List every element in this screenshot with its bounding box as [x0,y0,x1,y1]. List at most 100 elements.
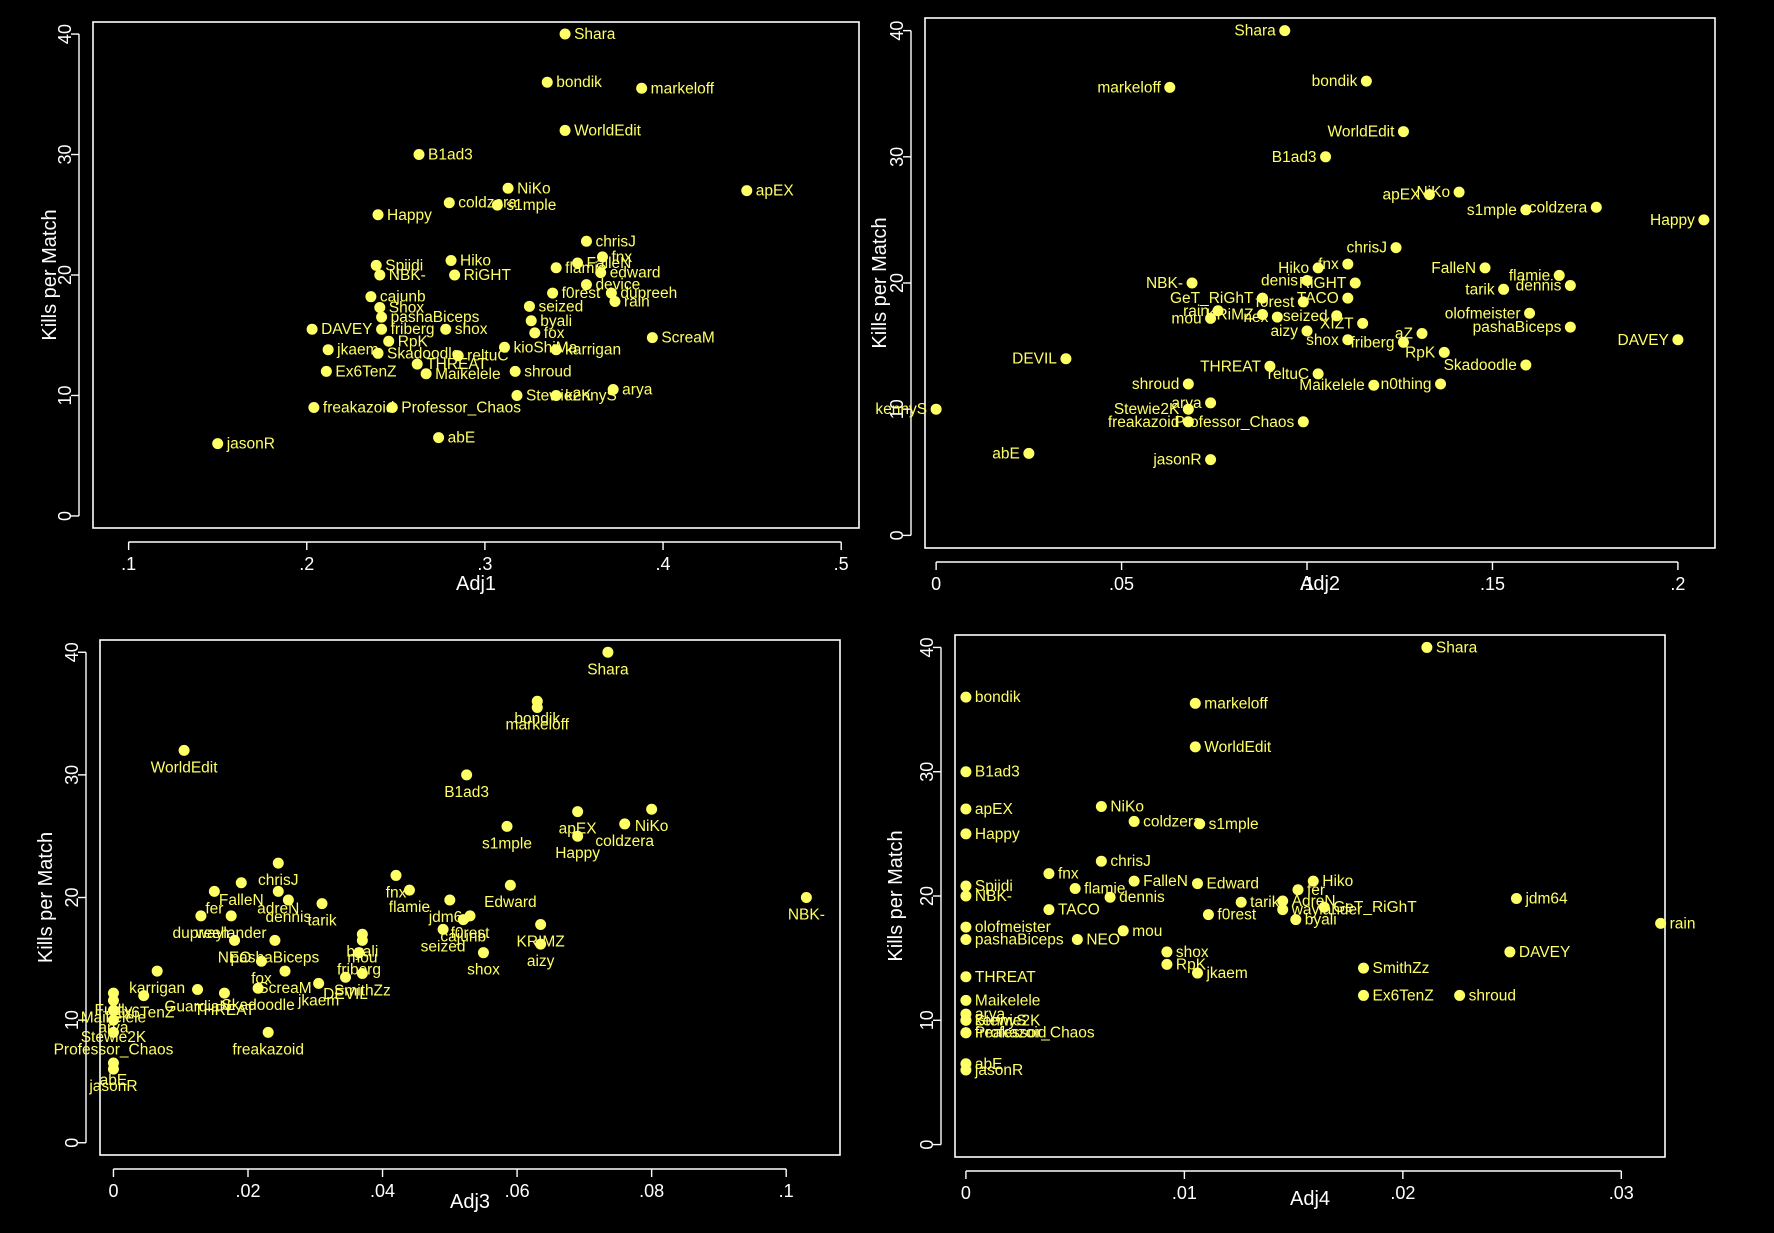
point-label: THREAT [194,1002,255,1019]
point-label: chrisJ [595,233,635,250]
y-tick-label: 0 [62,1138,82,1148]
point-label: DAVEY [1618,332,1669,349]
scatter-point [1279,25,1291,37]
scatter-point [1435,378,1447,390]
scatter-point [572,257,584,269]
point-label: markeloff [1097,79,1161,96]
scatter-point [457,914,469,926]
point-label: TACO [1058,902,1100,919]
point-label: chrisJ [1110,853,1150,870]
point-label: shox [467,962,500,979]
scatter-point [262,1026,274,1038]
point-label: f0rest [1256,294,1295,311]
scatter-point [1186,277,1198,289]
point-label: bondik [1312,73,1358,90]
scatter-point [1358,962,1370,974]
point-label: reltuC [1268,366,1309,383]
y-tick-label: 0 [887,530,907,540]
point-label: abE [975,1056,1003,1073]
point-label: dupreeh [620,285,677,302]
point-label: shroud [524,363,571,380]
scatter-point [960,994,972,1006]
point-label: karrigan [129,980,185,997]
scatter-point [1191,967,1203,979]
scatter-point [1043,904,1055,916]
scatter-point [461,769,473,781]
point-label: tarik [1465,281,1495,298]
point-label: pashaBiceps [1473,319,1562,336]
point-label: dennis [1119,889,1165,906]
scatter-point [374,302,386,314]
scatter-point [433,432,445,444]
point-label: B1ad3 [444,784,489,801]
point-label: kioShiMa [514,339,578,356]
scatter-point [960,890,972,902]
point-label: Spiidi [385,257,423,274]
point-label: Happy [555,845,600,862]
scatter-point [1672,334,1684,346]
point-label: Shox [389,300,425,317]
scatter-point [501,820,513,832]
point-label: dennis [266,909,312,926]
scatter-point [559,124,571,136]
scatter-point [1318,901,1330,913]
x-tick-label: .3 [477,554,492,574]
scatter-point [1095,801,1107,813]
scatter-point [308,402,320,414]
point-label: Skadoodle [387,345,460,362]
scatter-point [1128,875,1140,887]
point-label: Hiko [460,253,491,270]
x-tick-label: .1 [779,1181,794,1201]
scatter-point [178,744,190,756]
scatter-point [1205,312,1217,324]
scatter-point [609,296,621,308]
scatter-point [1164,81,1176,93]
y-tick-label: 10 [55,385,75,405]
scatter-point [523,300,535,312]
y-tick-label: 30 [62,765,82,785]
scatter-point [547,287,559,299]
x-tick-label: .04 [370,1181,395,1201]
scatter-point [1416,327,1428,339]
point-label: friberg [391,321,435,338]
scatter-point [1117,925,1129,937]
point-label: pashaBiceps [975,932,1064,949]
point-label: f0rest [451,925,490,942]
point-label: arya [622,381,653,398]
scatter-point [365,291,377,303]
point-label: seized [421,938,466,955]
point-label: NiKo [1416,184,1450,201]
x-tick-label: .5 [834,554,849,574]
scatter-point [252,982,264,994]
x-tick-label: .2 [1670,574,1685,594]
point-label: apEX [559,821,598,838]
plot-frame [92,21,860,529]
scatter-point [511,389,523,401]
point-label: Maikelele [975,992,1040,1009]
scatter-point [1655,917,1667,929]
scatter-point [195,910,207,922]
point-label: device [595,277,640,294]
scatter-point [1479,262,1491,274]
y-tick-label: 40 [887,21,907,41]
point-label: mou [1132,923,1162,940]
point-label: Ex6TenZ [335,363,396,380]
scatter-point [279,965,291,977]
scatter-point [1191,878,1203,890]
point-label: apEX [1382,187,1421,204]
point-label: arya [975,1006,1006,1023]
scatter-point [1423,189,1435,201]
point-label: flamie [1509,267,1550,284]
point-label: NiKo [635,818,669,835]
scatter-point [1271,311,1283,323]
y-tick-label: 30 [887,147,907,167]
scatter-point [550,262,562,274]
scatter-point [1358,989,1370,1001]
scatter-point [1194,818,1206,830]
scatter-point [1069,883,1081,895]
point-label: Spiidi [975,878,1013,895]
scatter-point [107,1014,119,1026]
point-label: Happy [1650,212,1695,229]
x-tick-label: .05 [1109,574,1134,594]
